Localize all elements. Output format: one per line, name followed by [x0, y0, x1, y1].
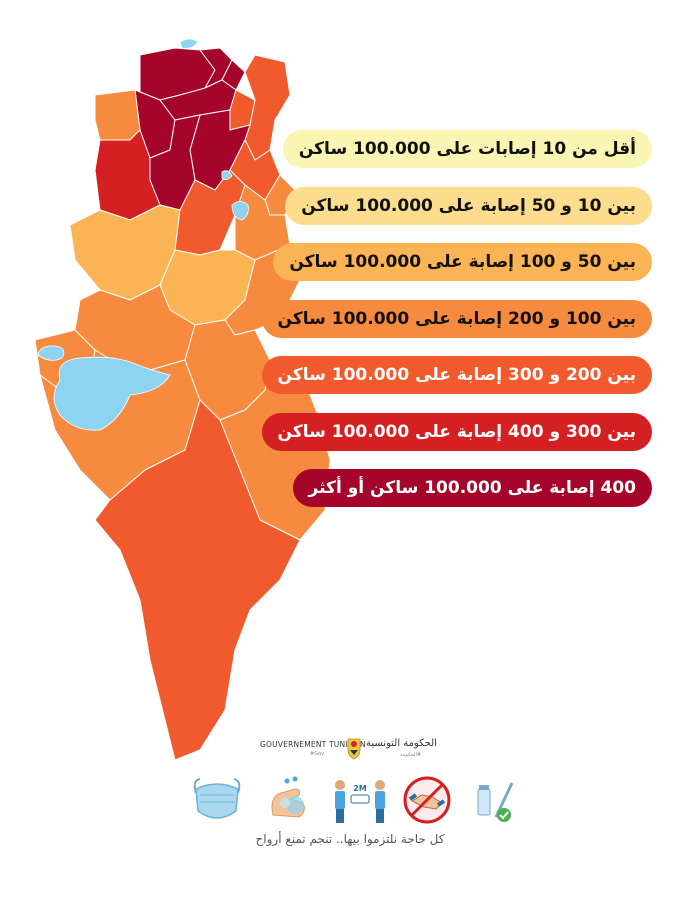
legend-item: بين 50 و 100 إصابة على 100.000 ساكن: [273, 243, 652, 281]
water-body: [53, 356, 171, 431]
region-tataouine: [94, 399, 301, 761]
distancing-icon: 2M: [335, 780, 385, 823]
gov-name-fr: GOUVERNEMENT TUNISIEN: [260, 740, 366, 749]
legend-item: بين 200 و 300 إصابة على 100.000 ساكن: [261, 356, 652, 394]
legend-item: أقل من 10 إصابات على 100.000 ساكن: [282, 130, 652, 168]
water-bodies: [37, 38, 249, 431]
water-body: [231, 201, 249, 221]
legend-item: بين 300 و 400 إصابة على 100.000 ساكن: [261, 412, 652, 451]
vaccine-icon: [477, 782, 514, 822]
mask-icon: [193, 778, 241, 819]
no-handshake-icon: [403, 776, 451, 824]
prevention-icons: 2M: [180, 775, 520, 830]
water-body: [179, 38, 199, 49]
legend-item: 400 إصابة على 100.000 ساكن أو أكثر: [292, 469, 652, 507]
government-logo: GOUVERNEMENT TUNISIEN #Gov الحكومة التون…: [250, 734, 460, 764]
water-body: [37, 345, 65, 361]
region-le-kef: [94, 129, 161, 221]
region-jendouba: [94, 89, 141, 141]
slogan: كل حاجة نلتزموا بيها.. تنجم تمنع أرواح: [255, 832, 445, 846]
legend-item: بين 10 و 50 إصابة على 100.000 ساكن: [285, 186, 652, 225]
legend: أقل من 10 إصابات على 100.000 ساكن بين 10…: [261, 130, 652, 526]
gov-name-ar: الحكومة التونسية: [366, 738, 437, 749]
gov-hashtag-ar: #الحكومة: [400, 752, 422, 758]
tunisia-emblem-icon: [347, 738, 361, 760]
legend-item: بين 100 و 200 إصابة على 100.000 ساكن: [261, 299, 652, 338]
gov-hashtag-fr: #Gov: [310, 751, 325, 757]
water-body: [221, 170, 233, 180]
distancing-label: 2M: [353, 784, 367, 793]
hand-washing-icon: [271, 776, 305, 818]
